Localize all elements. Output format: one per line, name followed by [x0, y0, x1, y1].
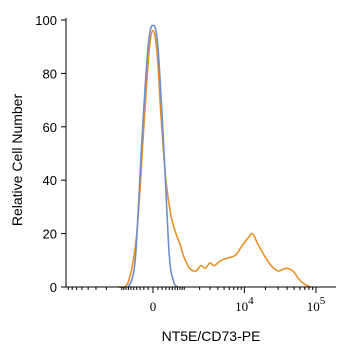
y-tick-label: 60	[43, 120, 57, 135]
y-axis: 0 20 40 60 80 100	[35, 13, 66, 295]
x-tick-label: 0	[150, 299, 157, 314]
y-tick-label: 0	[50, 280, 57, 295]
series-line-1	[117, 29, 312, 289]
y-tick-label: 80	[43, 66, 57, 81]
series-line-2	[127, 24, 179, 288]
x-tick-label: 104	[235, 295, 254, 314]
plot-area	[117, 24, 312, 289]
x-axis-title: NT5E/CD73-PE	[162, 328, 261, 344]
y-tick-label: 100	[35, 13, 57, 28]
y-axis-title: Relative Cell Number	[9, 94, 25, 227]
y-tick-label: 40	[43, 173, 57, 188]
x-axis: 0 104 105	[67, 287, 326, 314]
y-tick-label: 20	[43, 227, 57, 242]
x-tick-label: 105	[307, 295, 326, 314]
